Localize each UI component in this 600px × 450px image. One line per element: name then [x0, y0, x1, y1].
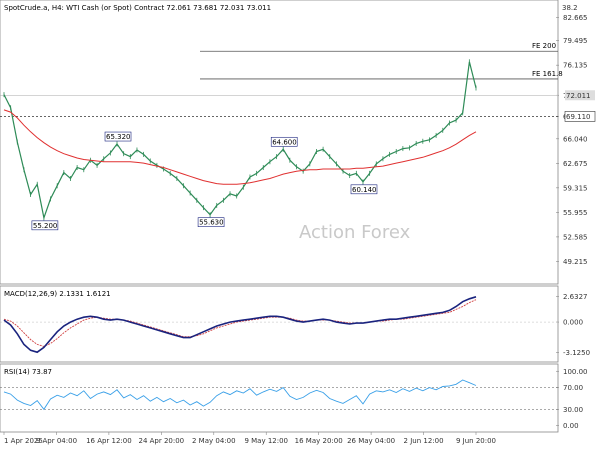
price-top-value: 38.2: [562, 4, 578, 12]
annotation-label: 55.200: [33, 222, 58, 230]
x-tick-label: 2 May 04:00: [192, 437, 236, 445]
price-tick-label: 55.955: [563, 209, 588, 217]
chart-frames: [0, 0, 559, 433]
annotation-box: [197, 217, 225, 227]
macd-signal-line: [3, 299, 477, 347]
price-tick-label: 82.665: [563, 14, 588, 22]
x-tick-label: 2 Jun 12:00: [404, 437, 444, 445]
current-price-badge: [565, 90, 595, 101]
rsi-line: [3, 379, 477, 411]
support-level-label: 69.110: [566, 113, 591, 121]
support-level-badge: [564, 111, 596, 122]
price-panel: 82.665 79.495 76.135 72.011 69.110 66.040 62.6…: [0, 14, 596, 266]
price-panel-frame: [0, 0, 559, 285]
annotation-box: [350, 184, 378, 195]
price-tick-label: 59.315: [563, 184, 588, 192]
annotation-label: 64.600: [272, 138, 297, 146]
x-tick-label: 24 Apr 20:00: [139, 437, 185, 445]
macd-tick-label: 0.000: [563, 319, 583, 327]
annotation-label: 55.630: [199, 219, 224, 227]
x-tick-label: 9 Jun 20:00: [456, 437, 496, 445]
price-tick-label: 52.585: [563, 233, 588, 241]
rsi-panel-frame: [0, 363, 559, 433]
x-tick-label: 9 Apr 04:00: [36, 437, 77, 445]
price-tick-label: 49.215: [563, 258, 588, 266]
x-tick-label: 1 Apr 2025: [4, 437, 43, 445]
x-tick-label: 26 May 04:00: [347, 437, 395, 445]
rsi-tick-label: 0.00: [563, 422, 579, 430]
macd-tick-label: -3.1250: [563, 349, 590, 357]
rsi-tick-label: 70.00: [563, 384, 583, 392]
rsi-tick-label: 100.00: [563, 368, 588, 376]
x-tick-label: 9 May 12:00: [244, 437, 288, 445]
current-price-label: 72.011: [566, 92, 591, 100]
rsi-label: RSI(14) 73.87: [4, 368, 52, 376]
macd-tick-label: 2.6327: [563, 293, 588, 301]
rsi-panel: 100.00 70.00 30.00 0.00: [0, 368, 588, 430]
moving-average-line: [3, 109, 477, 185]
price-tick-label: 62.675: [563, 160, 588, 168]
annotation-box: [104, 131, 132, 142]
x-tick-label: 16 May 20:00: [295, 437, 343, 445]
x-tick-label: 16 Apr 12:00: [86, 437, 132, 445]
annotation-label: 60.140: [352, 186, 377, 194]
price-tick-label: 76.135: [563, 62, 588, 70]
chart-header: SpotCrude.a, H4: WTI Cash (or Spot) Cont…: [4, 4, 271, 12]
annotation-box: [31, 220, 59, 231]
macd-panel-frame: [0, 285, 559, 363]
fib-level-label: FE 161.8: [532, 70, 563, 78]
annotation-box: [270, 136, 298, 147]
rsi-tick-label: 30.00: [563, 406, 583, 414]
macd-main-line: [3, 296, 477, 354]
macd-panel: 2.6327 0.000 -3.1250: [0, 293, 590, 357]
price-series-line: [3, 61, 477, 221]
macd-label: MACD(12,26,9) 2.1331 1.6121: [4, 290, 111, 298]
annotation-label: 65.320: [106, 133, 131, 141]
fib-level-label: FE 200: [532, 42, 556, 50]
price-tick-label: 66.040: [563, 135, 588, 143]
price-tick-label: 79.495: [563, 37, 588, 45]
watermark: Action Forex: [299, 222, 411, 243]
